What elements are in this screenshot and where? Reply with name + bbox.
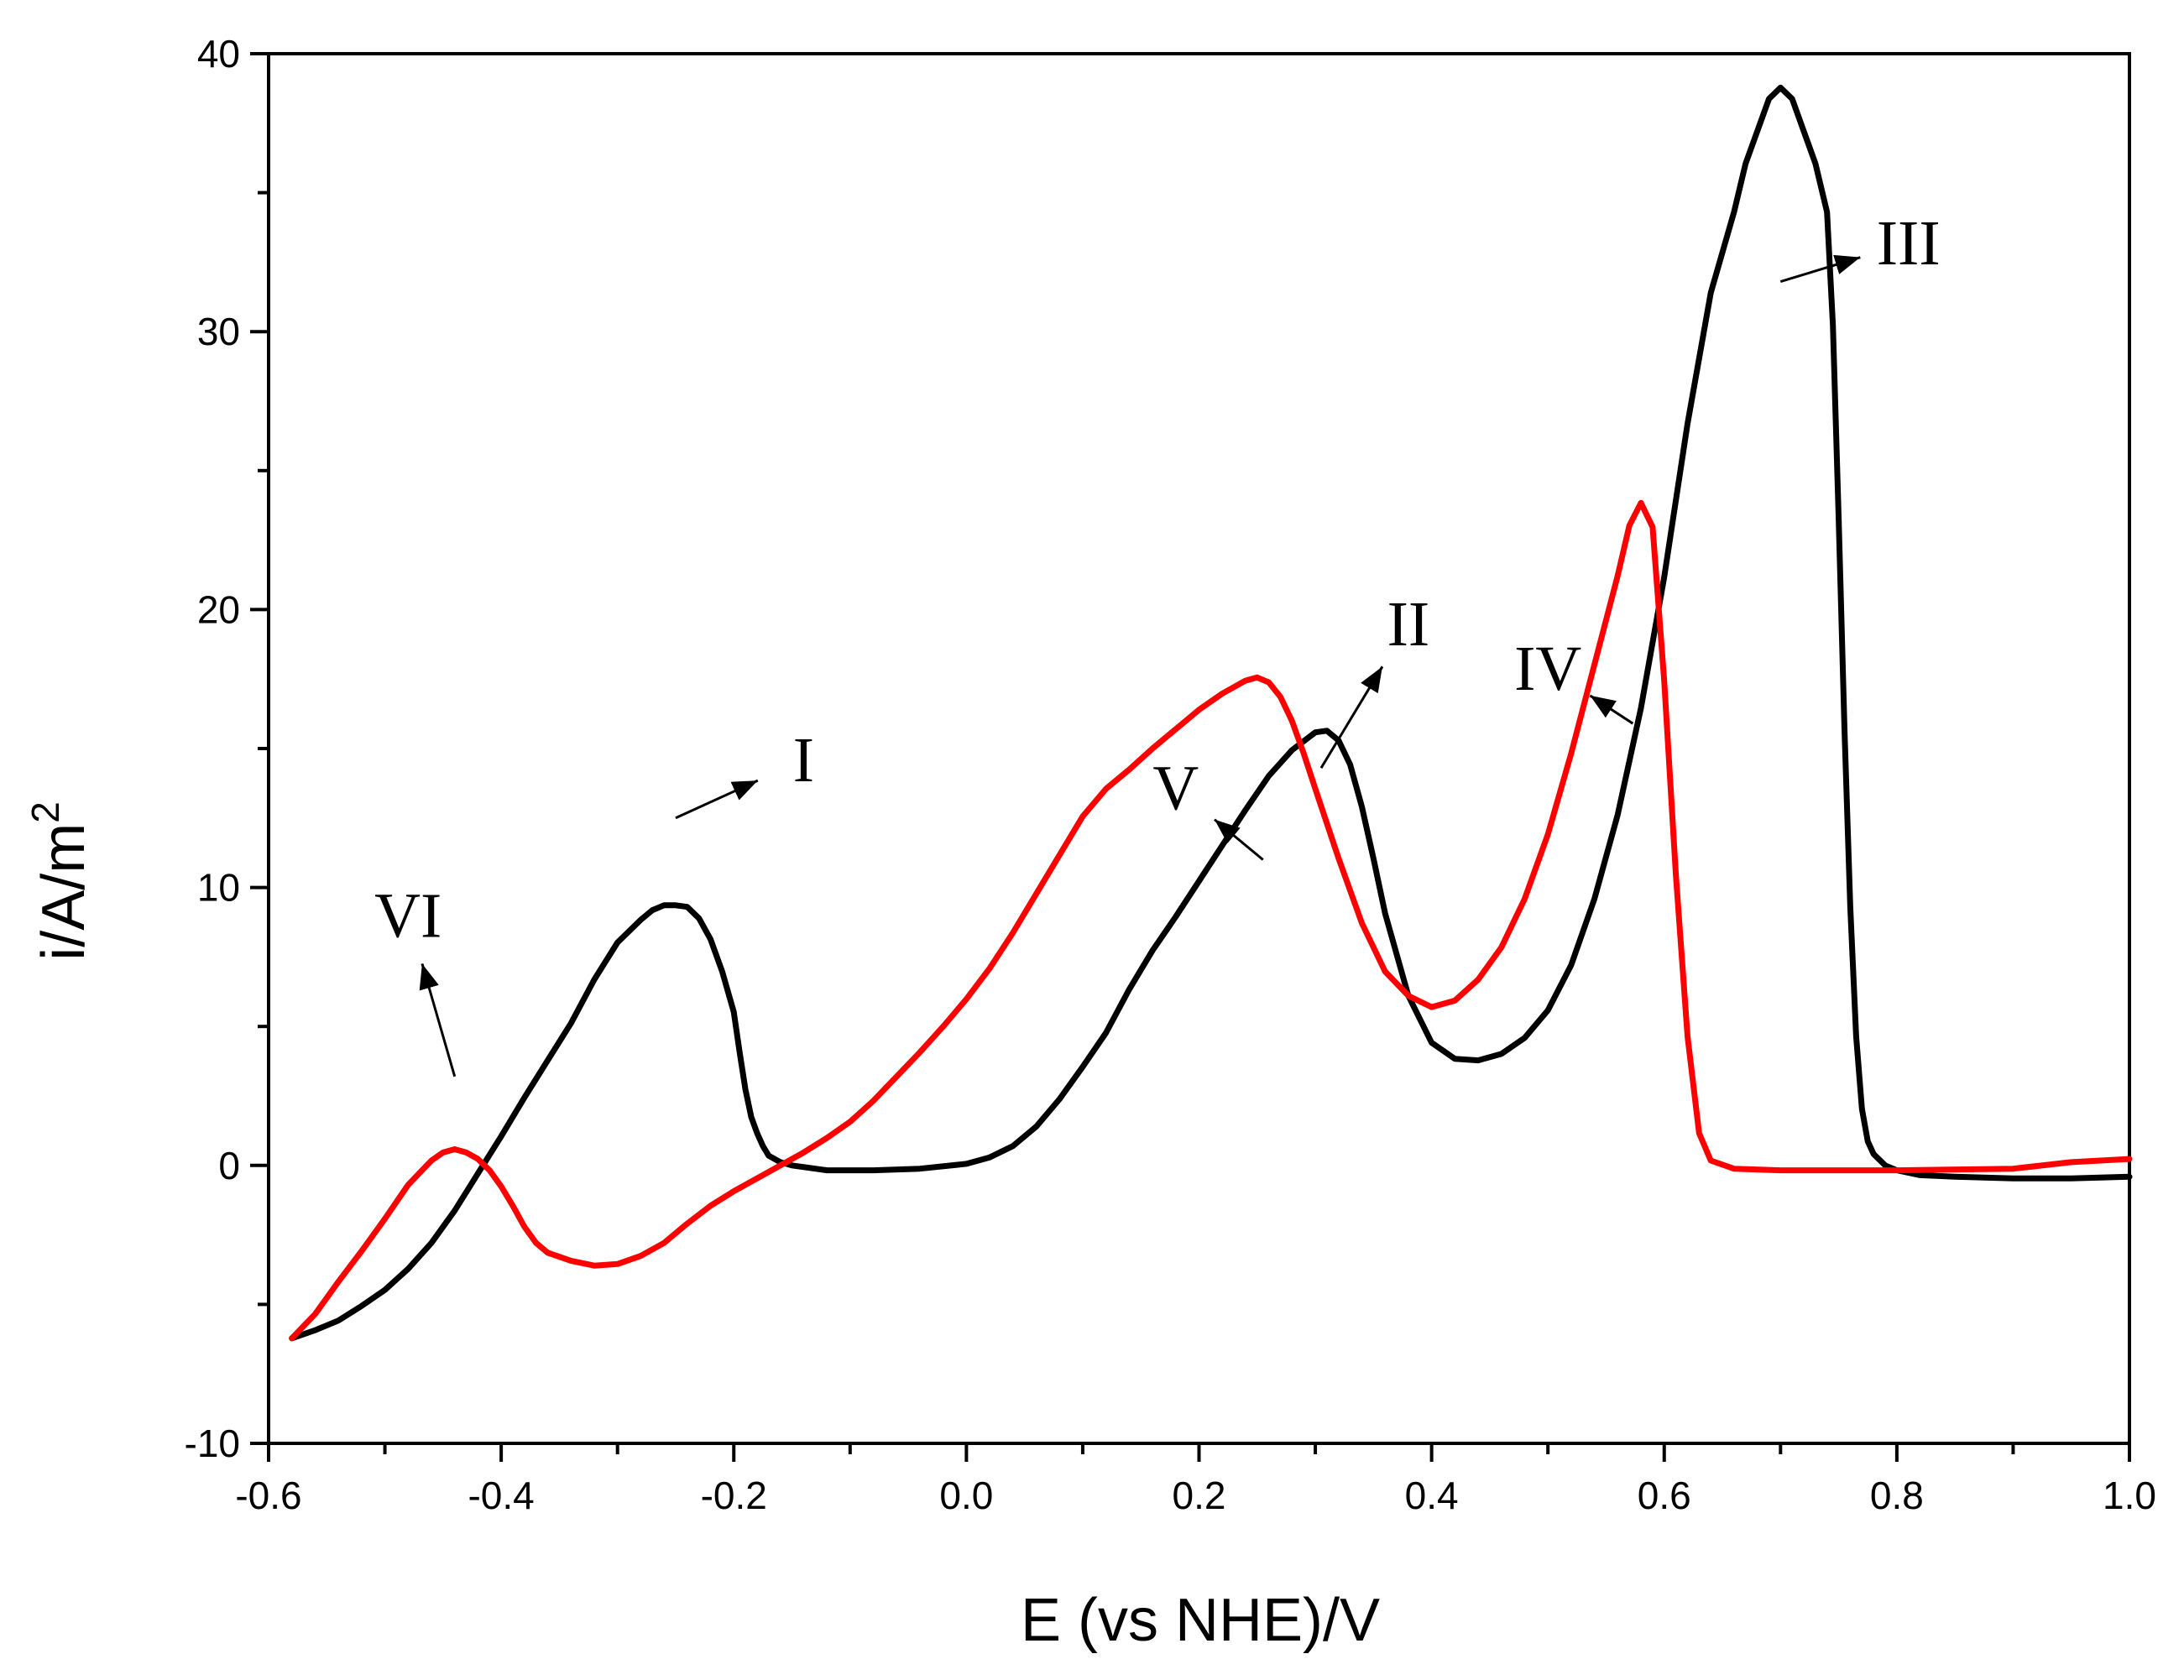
y-tick-label: 40 [197,32,240,76]
x-tick-label: -0.6 [235,1474,301,1517]
annotation-arrow-vi [419,963,457,1077]
y-tick-label: 30 [197,310,240,353]
annotation-label-iv: IV [1514,634,1581,704]
annotation-arrow-i [675,779,759,820]
annotation-label-i: I [793,725,814,796]
x-axis-title: E (vs NHE)/V [1021,1587,1380,1654]
x-tick-label: -0.2 [701,1474,767,1517]
annotation-label-v: V [1152,753,1199,823]
x-tick-label: 0.8 [1870,1474,1924,1517]
series-black-line [289,84,2133,1342]
series-red-line [289,499,2133,1342]
plot-area: -0.6 -0.4 -0.2 0.0 0.2 0.4 0.6 0.8 1.0 -10 0 10 20 30… [185,32,2156,1517]
annotation-label-ii: II [1387,589,1430,660]
annotation-arrow-ii [1319,665,1384,769]
annotation-label-vi: VI [374,881,442,952]
annotation-arrow-iv [1589,694,1634,725]
y-tick-label: -10 [185,1422,240,1465]
y-tick-label: 0 [218,1144,240,1187]
y-tick-label: 10 [197,866,240,910]
plot-frame [267,52,2131,1445]
annotation-label-iii: III [1877,208,1941,279]
y-tick-label: 20 [197,587,240,631]
annotation-arrow-v [1214,818,1264,861]
y-axis-title-base: i/A/m [30,823,97,961]
x-tick-label: -0.4 [468,1474,534,1517]
x-tick-label: 1.0 [2103,1474,2156,1517]
annotation-arrow-iii [1779,254,1861,284]
y-axis-title-sup: 2 [24,801,67,823]
x-tick-label: 0.6 [1638,1474,1691,1517]
x-tick-label: 0.0 [939,1474,993,1517]
x-tick-label: 0.4 [1405,1474,1459,1517]
x-tick-label: 0.2 [1173,1474,1226,1517]
y-axis-title: i/A/m2 [24,801,97,961]
